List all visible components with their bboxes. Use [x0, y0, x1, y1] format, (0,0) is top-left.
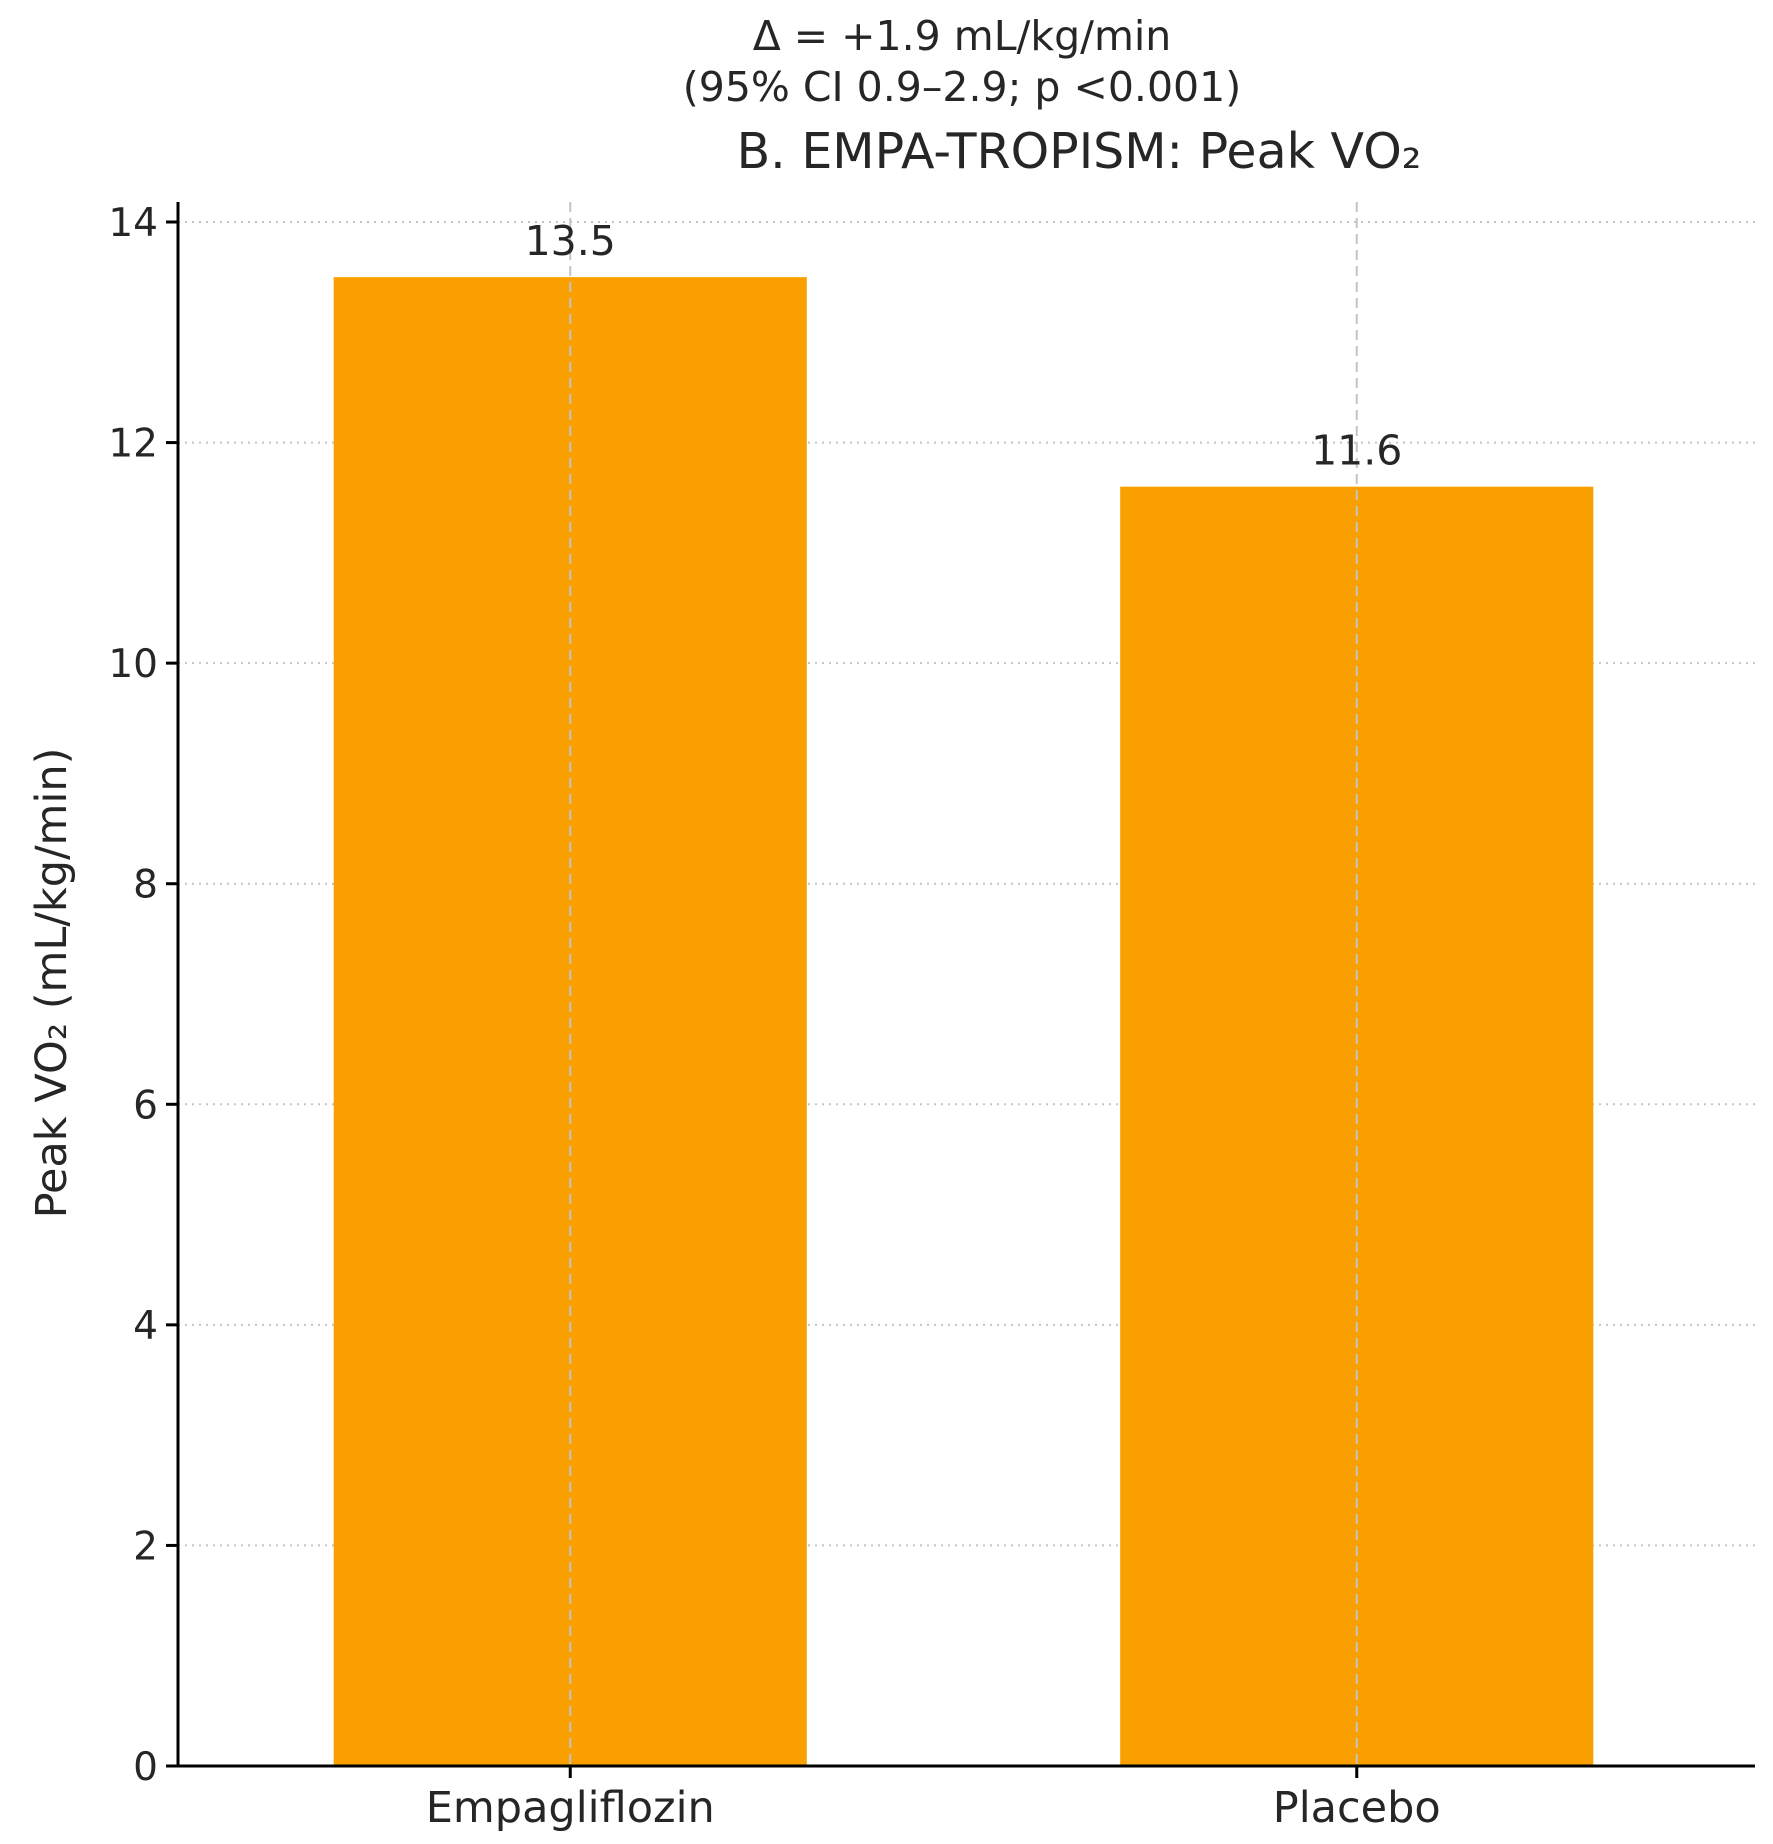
axes — [176, 202, 1755, 1768]
y-tick-label-3: 6 — [133, 1083, 158, 1128]
annotation-line-2: (95% CI 0.9–2.9; p <0.001) — [683, 63, 1241, 111]
x-ticks: Empagliflozin Placebo — [426, 1766, 1441, 1833]
y-tick-label-6: 12 — [108, 422, 158, 467]
y-tick-label-7: 14 — [108, 201, 158, 246]
x-tick-label-1: Placebo — [1273, 1783, 1441, 1833]
y-tick-label-2: 4 — [133, 1304, 158, 1349]
y-tick-label-1: 2 — [133, 1524, 158, 1569]
y-ticks: 0 2 4 6 8 10 12 14 — [108, 201, 178, 1790]
bars — [333, 277, 1594, 1767]
data-label-1: 11.6 — [1311, 427, 1402, 475]
bar-placebo — [1120, 486, 1594, 1767]
annotation-line-1: Δ = +1.9 mL/kg/min — [753, 12, 1172, 60]
y-axis-label: Peak VO₂ (mL/kg/min) — [27, 748, 77, 1219]
vertical-gridlines — [569, 202, 1358, 1766]
y-tick-label-4: 8 — [133, 863, 158, 908]
data-labels: 13.5 11.6 — [525, 217, 1403, 475]
x-tick-label-0: Empagliflozin — [426, 1783, 715, 1833]
y-tick-label-0: 0 — [133, 1745, 158, 1790]
y-tick-label-5: 10 — [108, 642, 158, 687]
data-label-0: 13.5 — [525, 217, 616, 265]
chart-title: B. EMPA-TROPISM: Peak VO₂ — [737, 123, 1422, 180]
